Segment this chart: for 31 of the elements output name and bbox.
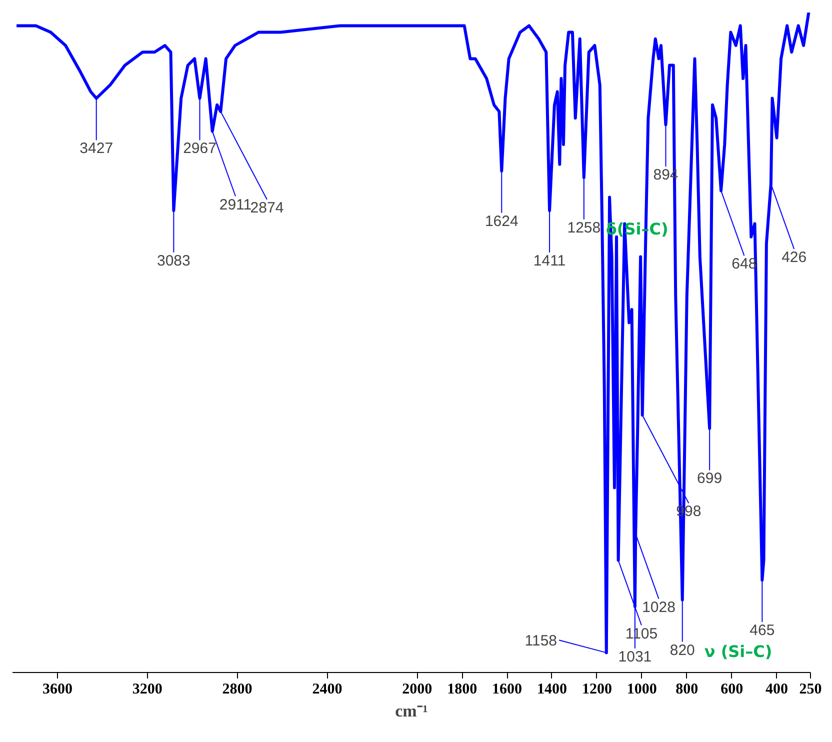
x-tick-label: 600 <box>720 682 744 698</box>
x-tick-label: 3600 <box>42 682 72 698</box>
x-tick-label: 2400 <box>312 682 342 698</box>
annotation: 1031 <box>618 648 652 666</box>
annotation: 3427 <box>80 140 114 158</box>
annotation: 1258 <box>567 219 601 236</box>
annotation: 2911 <box>219 196 252 214</box>
annotation: 820 <box>670 642 695 659</box>
annotation: 1158 <box>524 632 558 650</box>
annotation: 2967 <box>183 140 216 158</box>
x-axis-title: cm⁻¹ <box>395 702 428 720</box>
x-tick-label: 3200 <box>132 682 162 698</box>
x-tick-label: 800 <box>676 682 698 698</box>
x-tick-label: 250 <box>799 682 822 698</box>
annotation: 465 <box>750 622 775 640</box>
annotation: 426 <box>782 249 807 266</box>
x-tick-label: 1200 <box>582 682 612 698</box>
annotation: ν (Si–C) <box>704 642 772 661</box>
x-tick-label: 400 <box>766 682 788 698</box>
annotation: 1028 <box>642 598 676 616</box>
annotation: 1624 <box>484 212 518 230</box>
x-tick-label: 1800 <box>447 682 478 698</box>
x-tick-label: 1400 <box>536 682 567 698</box>
x-tick-label: 2000 <box>402 682 432 698</box>
x-tick-label: 1600 <box>492 682 522 698</box>
annotation: 1411 <box>533 252 566 270</box>
annotation: 2874 <box>250 200 284 216</box>
x-tick-label: 1000 <box>626 682 657 698</box>
annotation: 3083 <box>156 252 190 270</box>
x-tick-label: 2800 <box>222 682 252 698</box>
annotation: 699 <box>697 470 722 488</box>
